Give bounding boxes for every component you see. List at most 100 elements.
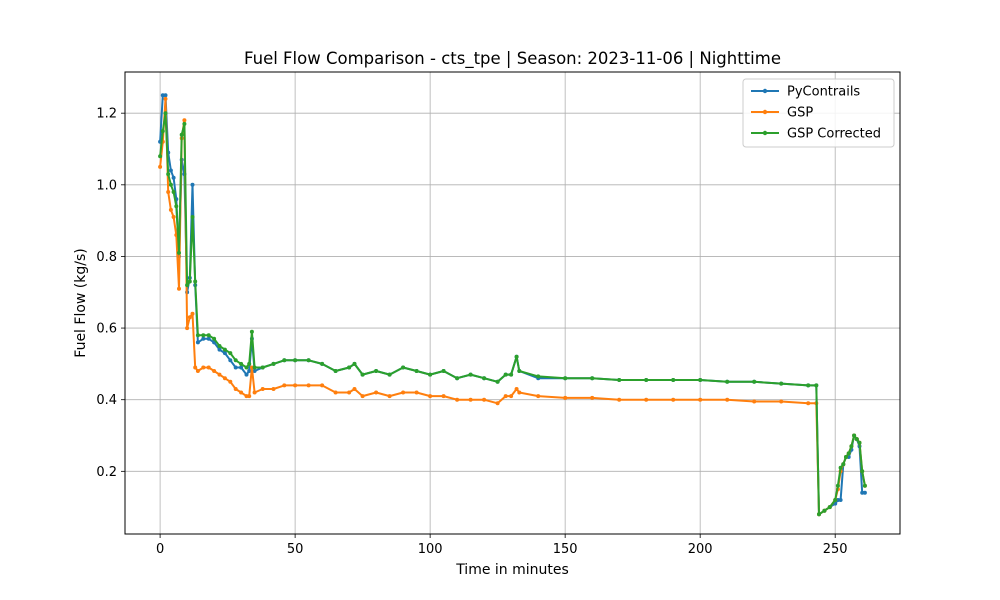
data-point <box>806 401 811 406</box>
data-point <box>293 358 298 363</box>
data-point <box>517 390 522 395</box>
data-point <box>806 383 811 388</box>
data-point <box>468 372 473 377</box>
data-point <box>536 374 541 379</box>
data-point <box>846 451 851 456</box>
legend-box <box>742 78 895 148</box>
data-point <box>195 340 200 345</box>
data-point <box>282 358 287 363</box>
data-point <box>503 372 508 377</box>
data-point <box>233 387 238 391</box>
data-point <box>206 333 211 338</box>
data-point <box>217 347 222 352</box>
data-point <box>222 351 227 356</box>
data-point <box>187 279 192 284</box>
y-axis-label: Fuel Flow (kg/s) <box>73 248 89 357</box>
data-point <box>320 361 325 366</box>
data-point <box>333 369 338 373</box>
data-point <box>177 286 181 291</box>
data-point <box>247 369 252 373</box>
data-point <box>201 333 206 338</box>
data-point <box>725 379 730 384</box>
data-point <box>244 372 249 377</box>
data-point <box>752 379 757 384</box>
data-point <box>833 498 838 502</box>
data-point <box>247 361 252 366</box>
data-point <box>814 383 819 388</box>
data-point <box>187 315 192 320</box>
plot-area-frame <box>124 71 901 535</box>
data-point <box>201 365 206 370</box>
data-point <box>195 333 200 338</box>
x-tick-label: 100 <box>418 542 443 557</box>
data-point <box>168 168 173 173</box>
series-layer <box>158 93 867 517</box>
data-point <box>182 121 187 126</box>
data-point <box>247 394 252 399</box>
data-point <box>455 397 460 402</box>
data-point <box>854 437 859 442</box>
data-point <box>333 390 338 395</box>
x-tick-label: 250 <box>823 542 848 557</box>
x-tick-label: 150 <box>553 542 578 557</box>
data-point <box>171 215 176 219</box>
data-point <box>495 401 500 406</box>
y-tick-label: 1.0 <box>96 178 117 193</box>
data-point <box>260 387 265 391</box>
data-point <box>374 369 379 373</box>
data-point <box>239 361 244 366</box>
y-tick-label: 1.2 <box>96 107 117 122</box>
data-point <box>428 394 433 399</box>
data-point <box>271 387 276 391</box>
legend-label: GSP <box>787 106 813 121</box>
chart-title: Fuel Flow Comparison - cts_tpe | Season:… <box>244 49 781 69</box>
data-point <box>185 283 190 288</box>
data-point <box>698 378 703 382</box>
data-point <box>827 505 832 510</box>
data-point <box>779 399 784 404</box>
data-point <box>590 395 595 400</box>
data-point <box>862 483 867 488</box>
x-tick-label: 200 <box>688 542 713 557</box>
data-point <box>168 207 173 212</box>
y-tick-label: 0.8 <box>96 250 117 265</box>
data-point <box>201 336 206 341</box>
data-point <box>835 483 840 488</box>
data-point <box>217 372 222 377</box>
axis-ticks: 0 50 100 150 200 250 0.2 0.4 0.6 0.8 1.0 1.2 <box>96 107 847 557</box>
data-point <box>841 462 846 467</box>
series-gsp-corrected <box>158 111 867 517</box>
data-point <box>177 250 181 255</box>
data-point <box>166 172 171 177</box>
data-point <box>320 383 325 388</box>
data-point <box>671 378 676 382</box>
data-point <box>387 372 392 377</box>
data-point <box>212 336 217 341</box>
data-point <box>190 182 195 187</box>
data-point <box>271 361 276 366</box>
grid-lines <box>125 72 900 534</box>
data-point <box>239 365 244 370</box>
data-point <box>514 387 519 391</box>
data-point <box>617 378 622 382</box>
data-point <box>206 365 211 370</box>
legend-label: PyContrails <box>787 85 860 100</box>
data-point <box>163 93 168 98</box>
y-tick-label: 0.2 <box>96 465 117 480</box>
data-point <box>190 215 195 219</box>
data-point <box>163 96 168 101</box>
data-point <box>860 469 865 474</box>
data-point <box>158 164 163 169</box>
data-point <box>282 383 287 388</box>
data-point <box>306 358 311 363</box>
x-axis-label: Time in minutes <box>455 562 569 578</box>
data-point <box>401 390 406 395</box>
data-point <box>414 369 419 373</box>
data-point <box>233 365 238 370</box>
data-point <box>503 394 508 399</box>
data-point <box>168 182 173 187</box>
data-point <box>195 369 200 373</box>
data-point <box>822 508 827 513</box>
